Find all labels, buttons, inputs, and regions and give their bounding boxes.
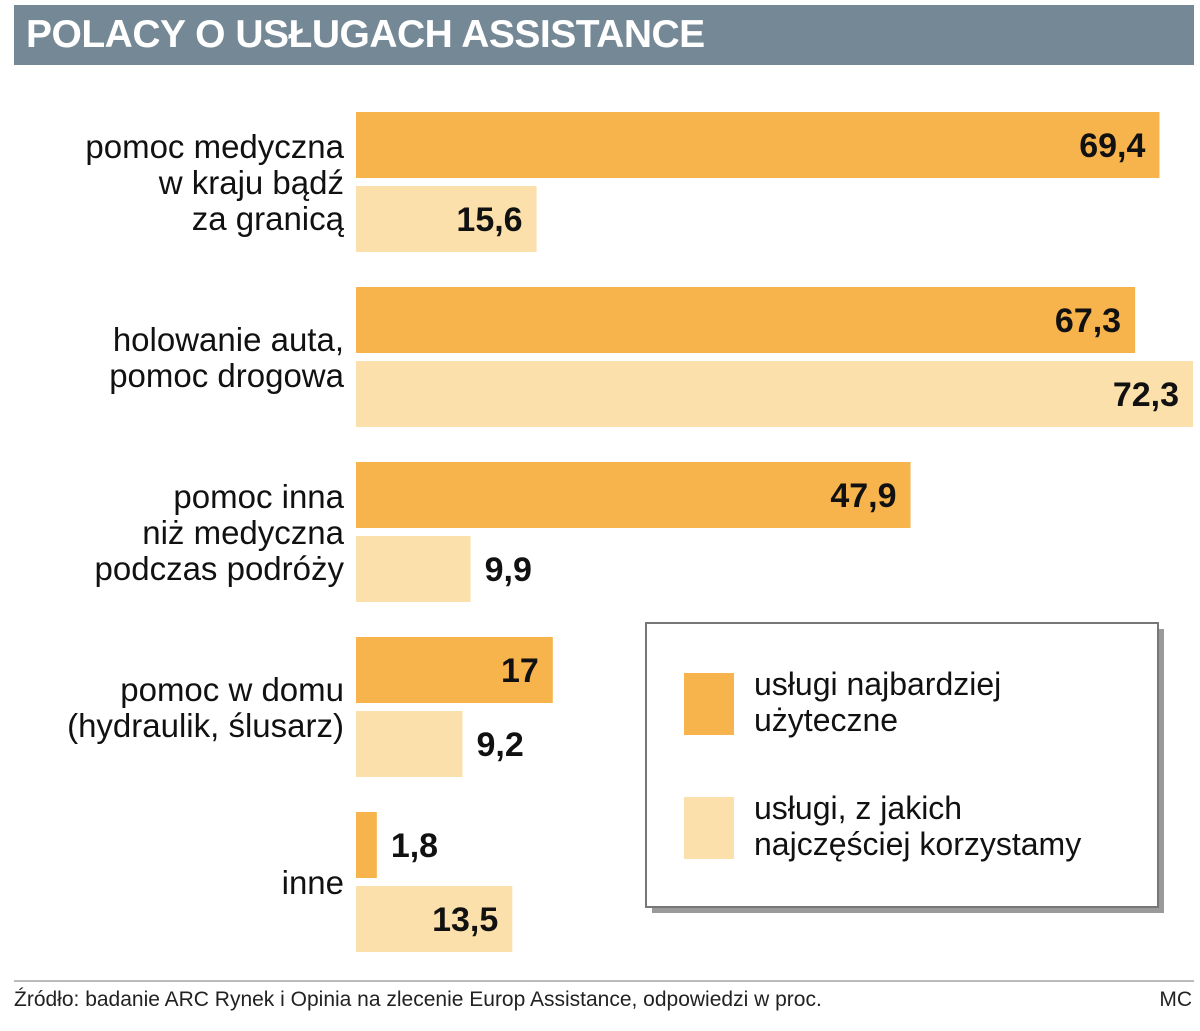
data-label: 13,5 xyxy=(432,901,498,939)
bar-most-useful xyxy=(356,812,377,878)
source-note: Źródło: badanie ARC Rynek i Opinia na zl… xyxy=(14,988,822,1011)
category-label: pomoc w domu xyxy=(120,671,344,708)
data-label: 67,3 xyxy=(1055,302,1121,340)
data-label: 9,9 xyxy=(485,551,532,589)
data-label: 1,8 xyxy=(391,827,438,865)
bar-most-used xyxy=(356,361,1193,427)
title-bar: POLACY O USŁUGACH ASSISTANCE xyxy=(14,5,1194,65)
data-label: 47,9 xyxy=(830,477,896,515)
bar-most-used xyxy=(356,886,513,952)
footer-divider xyxy=(14,980,1194,982)
legend-box xyxy=(645,622,1159,908)
legend-swatch xyxy=(684,673,734,735)
category-label: pomoc inna xyxy=(173,478,344,515)
bar-most-used xyxy=(356,186,537,252)
bar-most-used xyxy=(356,536,471,602)
author-credit: MC xyxy=(1159,988,1192,1011)
legend-label: użyteczne xyxy=(754,702,898,738)
legend-swatch xyxy=(684,797,734,859)
data-label: 72,3 xyxy=(1113,376,1179,414)
bar-most-used xyxy=(356,711,463,777)
bar-most-useful xyxy=(356,287,1136,353)
category-label: pomoc medyczna xyxy=(85,128,344,165)
category-label: (hydraulik, ślusarz) xyxy=(67,707,344,744)
legend-label: najczęściej korzystamy xyxy=(754,826,1081,862)
data-label: 9,2 xyxy=(477,726,524,764)
category-label: niż medyczna xyxy=(142,514,344,551)
bar-most-useful xyxy=(356,637,553,703)
data-label: 69,4 xyxy=(1079,127,1145,165)
category-label: inne xyxy=(282,864,344,901)
bar-most-useful xyxy=(356,112,1160,178)
chart-title: POLACY O USŁUGACH ASSISTANCE xyxy=(26,13,705,56)
data-label: 15,6 xyxy=(456,201,522,239)
legend-label: usługi, z jakich xyxy=(754,790,962,826)
category-label: za granicą xyxy=(192,200,345,237)
legend-label: usługi najbardziej xyxy=(754,666,1001,702)
data-label: 17 xyxy=(501,652,539,690)
category-label: w kraju bądź xyxy=(158,164,344,201)
category-label: podczas podróży xyxy=(95,550,345,587)
category-label: holowanie auta, xyxy=(113,321,344,358)
bar-most-useful xyxy=(356,462,911,528)
category-label: pomoc drogowa xyxy=(109,357,344,394)
